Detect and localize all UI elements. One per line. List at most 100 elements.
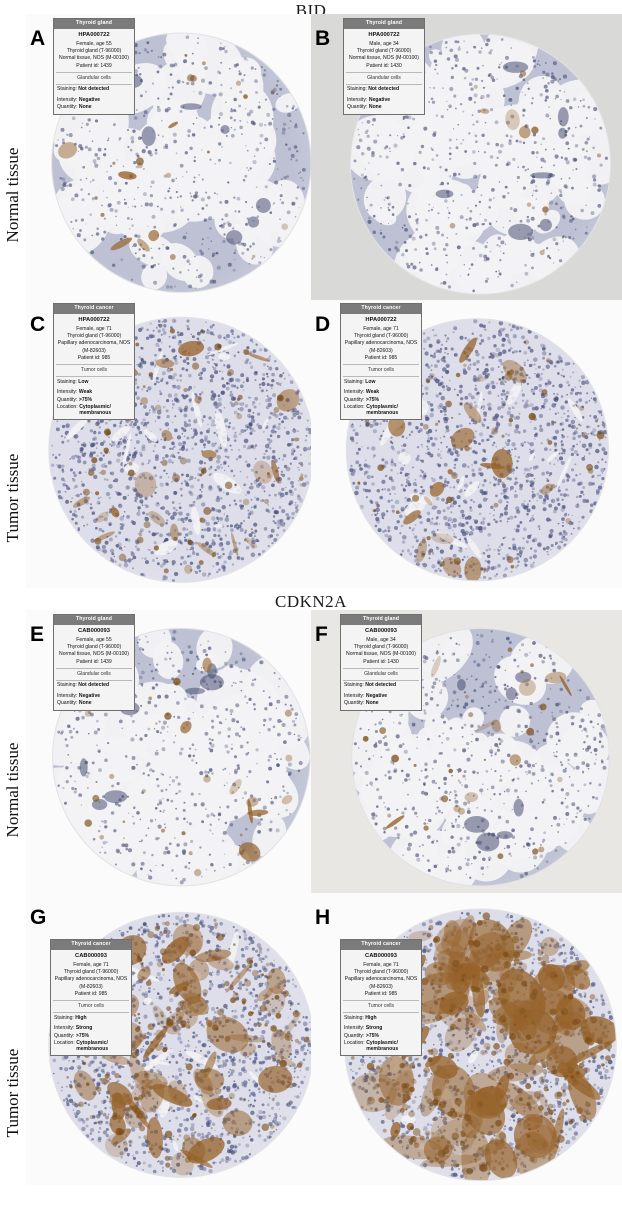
- intensity-key: Intensity:: [347, 97, 368, 104]
- score-rows: Intensity: Negative Quantity: None: [341, 693, 421, 710]
- score-rows: Intensity: Negative Quantity: None: [54, 97, 134, 114]
- quantity-key: Quantity:: [344, 396, 365, 403]
- figure-panel-h: H Thyroid cancer CAB000093 Female, age 71 Th…: [311, 893, 622, 1185]
- score-rows: Intensity: Weak Quantity: >75% Location: Cyto…: [54, 389, 134, 419]
- quantity-value: None: [78, 700, 92, 707]
- patient-meta-line: Patient id: 985: [364, 354, 398, 361]
- location-key: Location:: [57, 403, 78, 410]
- quantity-row: Quantity: >75%: [54, 1033, 128, 1040]
- quantity-row: Quantity: None: [347, 104, 421, 111]
- info-card-header: Thyroid gland: [54, 19, 134, 30]
- patient-meta-line: Normal tissue, NOS (M-00100): [59, 651, 129, 658]
- location-value: Cytoplasmic/ membranous: [366, 1039, 399, 1053]
- info-card-header: Thyroid gland: [341, 615, 421, 626]
- patient-meta-line: Papillary adenocarcinoma, NOS (M-82603): [344, 340, 418, 354]
- patient-meta-line: Female, age 71: [363, 961, 399, 968]
- antibody-id: HPA000722: [365, 317, 397, 324]
- score-rows: Intensity: Weak Quantity: >75% Location: Cyto…: [341, 389, 421, 419]
- patient-meta-line: Thyroid gland (T-96000): [66, 48, 122, 55]
- patient-metadata: Female, age 71 Thyroid gland (T-96000) Pap…: [341, 962, 421, 1001]
- patient-meta-line: Thyroid gland (T-96000): [356, 48, 412, 55]
- divider: [343, 1012, 419, 1014]
- location-key: Location:: [344, 403, 365, 410]
- antibody-id: HPA000722: [78, 317, 110, 324]
- location-key: Location:: [344, 1039, 365, 1046]
- location-value: Cytoplasmic/ membranous: [366, 403, 399, 417]
- antibody-id: CAB000093: [365, 953, 397, 960]
- patient-meta-line: Papillary adenocarcinoma, NOS (M-82603): [57, 340, 131, 354]
- panel-letter-c: C: [30, 313, 46, 336]
- hpa-info-card: Thyroid cancer CAB000093 Female, age 71 Thy…: [340, 939, 422, 1057]
- intensity-row: Intensity: Strong: [344, 1025, 418, 1032]
- intensity-key: Intensity:: [344, 1025, 365, 1032]
- patient-meta-line: Thyroid gland (T-96000): [63, 969, 119, 976]
- cell-type-label: Tumor cells: [367, 1003, 395, 1010]
- staining-value: High: [75, 1014, 87, 1021]
- figure-panel-b: B Thyroid gland HPA000722 Male, age 34 Thyro…: [311, 14, 622, 300]
- location-row: Location: Cytoplasmic/ membranous: [344, 1040, 418, 1053]
- location-key: Location:: [54, 1039, 75, 1046]
- quantity-value: None: [368, 104, 382, 111]
- hpa-info-card: Thyroid gland CAB000093 Male, age 34 Thyroi…: [340, 614, 422, 712]
- micrograph-c: [26, 300, 311, 588]
- panel-letter-g: G: [30, 906, 47, 929]
- intensity-key: Intensity:: [57, 97, 78, 104]
- info-card-header: Thyroid gland: [344, 19, 424, 30]
- staining-key: Staining:: [57, 378, 77, 385]
- intensity-value: Negative: [368, 97, 391, 104]
- intensity-value: Weak: [78, 389, 93, 396]
- panel-letter-d: D: [315, 313, 331, 336]
- quantity-key: Quantity:: [347, 104, 368, 111]
- hpa-info-card: Thyroid gland CAB000093 Female, age 55 Thyr…: [53, 614, 135, 712]
- antibody-id: HPA000722: [368, 32, 400, 39]
- panel-letter-b: B: [315, 27, 331, 50]
- patient-meta-line: Patient id: 1439: [76, 658, 112, 665]
- intensity-row: Intensity: Weak: [57, 389, 131, 396]
- divider: [53, 1000, 129, 1002]
- panel-letter-f: F: [315, 623, 328, 646]
- staining-key: Staining:: [347, 86, 367, 93]
- patient-metadata: Female, age 71 Thyroid gland (T-96000) Pap…: [341, 326, 421, 365]
- antibody-id: CAB000093: [78, 628, 110, 635]
- patient-meta-line: Normal tissue, NOS (M-00100): [59, 55, 129, 62]
- patient-meta-line: Thyroid gland (T-96000): [353, 969, 409, 976]
- info-card-header: Thyroid cancer: [54, 304, 134, 315]
- quantity-row: Quantity: >75%: [57, 397, 131, 404]
- intensity-key: Intensity:: [54, 1025, 75, 1032]
- patient-metadata: Female, age 55 Thyroid gland (T-96000) Nor…: [54, 637, 134, 668]
- figure-panel-c: C Thyroid cancer HPA000722 Female, age 71 Th…: [26, 300, 311, 588]
- divider: [346, 83, 422, 85]
- intensity-key: Intensity:: [344, 389, 365, 396]
- staining-key: Staining:: [344, 378, 364, 385]
- row-label-tumor-tissue-cdkn2a: Tumor tissue: [3, 1048, 22, 1138]
- patient-meta-line: Patient id: 1439: [76, 62, 112, 69]
- patient-meta-line: Male, age 34: [366, 636, 396, 643]
- info-card-header: Thyroid cancer: [341, 304, 421, 315]
- quantity-value: >75%: [365, 396, 380, 403]
- staining-value: Not detected: [368, 86, 400, 93]
- divider: [343, 1000, 419, 1002]
- intensity-value: Weak: [365, 389, 380, 396]
- cell-type-label: Glandular cells: [364, 671, 398, 678]
- quantity-value: >75%: [365, 1032, 380, 1039]
- quantity-key: Quantity:: [57, 396, 78, 403]
- quantity-key: Quantity:: [57, 104, 78, 111]
- antibody-id: CAB000093: [365, 628, 397, 635]
- hpa-info-card: Thyroid cancer HPA000722 Female, age 71 Thy…: [53, 303, 135, 421]
- figure-panel-e: E Thyroid gland CAB000093 Female, age 55 Thy…: [26, 610, 311, 893]
- location-row: Location: Cytoplasmic/ membranous: [57, 404, 131, 417]
- location-value: Cytoplasmic/ membranous: [76, 1039, 109, 1053]
- staining-key: Staining:: [57, 86, 77, 93]
- cell-type-label: Tumor cells: [77, 1003, 105, 1010]
- intensity-row: Intensity: Strong: [54, 1025, 128, 1032]
- quantity-key: Quantity:: [54, 1032, 75, 1039]
- patient-meta-line: Patient id: 1430: [363, 658, 399, 665]
- quantity-row: Quantity: None: [344, 700, 418, 707]
- divider: [343, 364, 419, 366]
- patient-meta-line: Papillary adenocarcinoma, NOS (M-82603): [344, 976, 418, 990]
- info-card-header: Thyroid cancer: [341, 940, 421, 951]
- figure-panel-a: A Thyroid gland HPA000722 Female, age 55 Thy…: [26, 14, 311, 300]
- patient-metadata: Female, age 71 Thyroid gland (T-96000) Pap…: [54, 326, 134, 365]
- info-card-header: Thyroid gland: [54, 615, 134, 626]
- staining-key: Staining:: [57, 682, 77, 689]
